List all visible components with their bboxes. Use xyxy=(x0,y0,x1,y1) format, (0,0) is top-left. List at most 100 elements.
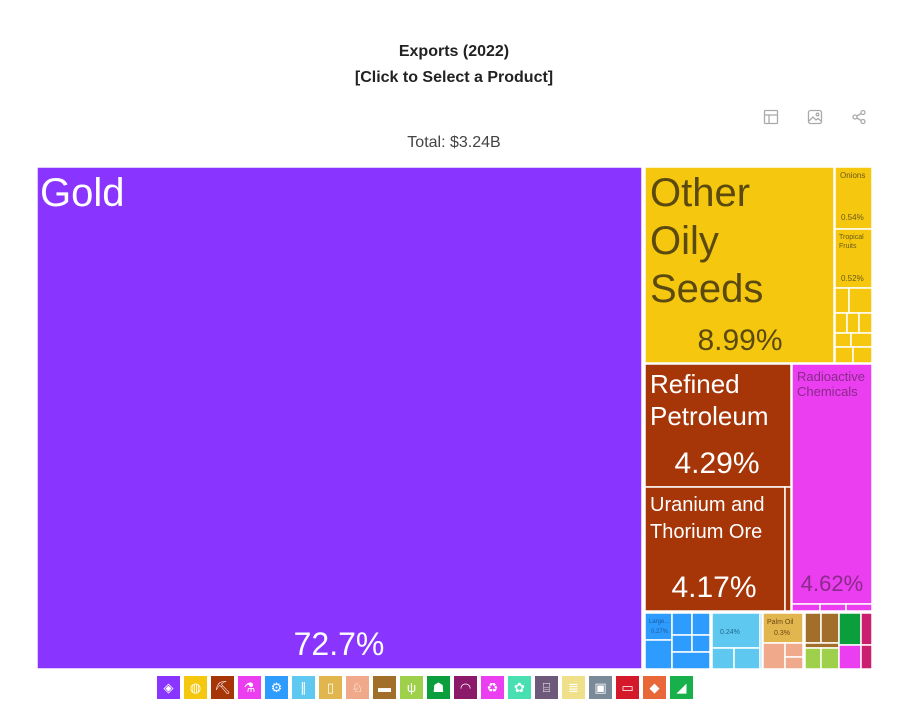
tile-machines-small[interactable] xyxy=(671,651,711,670)
tile-large-machines[interactable] xyxy=(644,612,673,641)
tile-transport-small[interactable] xyxy=(759,612,763,670)
legend-animal-hides[interactable]: ✿ xyxy=(508,676,531,699)
tile-label-tropical-fruits-line-2: Fruits xyxy=(839,243,857,250)
tile-tropical-fruits[interactable] xyxy=(834,228,873,289)
tile-gold[interactable] xyxy=(36,166,643,670)
tile-label-refined-petroleum-line-2: Petroleum xyxy=(650,401,769,431)
legend-transport[interactable]: ∥ xyxy=(292,676,315,699)
tile-transport-small[interactable] xyxy=(733,647,761,670)
tile-other-small[interactable] xyxy=(804,647,822,670)
tile-animal-products[interactable] xyxy=(762,642,786,670)
tile-animal-products[interactable] xyxy=(784,642,804,658)
animal-icon: ♘ xyxy=(351,679,364,695)
tile-other-small[interactable] xyxy=(804,612,822,644)
tile-vegetable-small[interactable] xyxy=(858,312,873,334)
shirt-icon: ☗ xyxy=(432,679,445,695)
tile-machines-small[interactable] xyxy=(671,612,693,636)
tile-label-radioactive-chemicals-line-1: Radioactive xyxy=(797,369,865,384)
tile-chemical-small[interactable] xyxy=(819,603,847,612)
legend-metals[interactable]: ▬ xyxy=(373,676,396,699)
tile-share-other-oily-seeds: 8.99% xyxy=(697,324,782,357)
tile-machines-small[interactable] xyxy=(644,639,673,670)
tile-refined-petroleum[interactable] xyxy=(644,363,792,488)
tile-share-refined-petroleum: 4.29% xyxy=(674,447,759,480)
tile-onions[interactable] xyxy=(834,166,873,230)
tile-vegetable-small[interactable] xyxy=(846,312,860,334)
fruit-icon: ◍ xyxy=(189,679,202,695)
paper-icon: ≣ xyxy=(568,679,579,695)
legend-footwear[interactable]: ◢ xyxy=(670,676,693,699)
tile-share-transport: 0.24% xyxy=(720,629,740,636)
tile-label-uranium-thorium-ore-line-1: Uranium and xyxy=(650,494,765,516)
tile-share-onions: 0.54% xyxy=(841,213,864,222)
legend-foodstuff[interactable]: ▯ xyxy=(319,676,342,699)
tile-vegetable-small[interactable] xyxy=(834,332,852,348)
tile-vegetable-small[interactable] xyxy=(852,346,873,364)
image-download-icon[interactable] xyxy=(804,106,826,128)
tile-vegetable-small[interactable] xyxy=(834,287,850,314)
tile-label-palm-oil: Palm Oil xyxy=(767,619,794,626)
easel-icon: ⌸ xyxy=(542,679,551,695)
tile-label-large-machines: Large... xyxy=(649,619,670,625)
tile-vegetable-small[interactable] xyxy=(834,346,854,364)
wheat-icon: ψ xyxy=(406,680,417,695)
tile-mineral-small[interactable] xyxy=(784,486,792,612)
tile-vegetable-small[interactable] xyxy=(834,312,848,334)
tile-other-oily-seeds[interactable] xyxy=(644,166,835,364)
legend-vegetable-products[interactable]: ψ xyxy=(400,676,423,699)
tile-other-small[interactable] xyxy=(860,644,873,670)
legend-precious-metals[interactable]: ◈ xyxy=(157,676,180,699)
legend-animal-products[interactable]: ♘ xyxy=(346,676,369,699)
legend-miscellaneous[interactable]: ▭ xyxy=(616,676,639,699)
legend-weapons[interactable]: ▣ xyxy=(589,676,612,699)
gear-icon: ⚙ xyxy=(270,679,283,695)
legend-chemical[interactable]: ⚗ xyxy=(238,676,261,699)
tile-machines-small[interactable] xyxy=(671,634,693,653)
legend-vegetable[interactable]: ◍ xyxy=(184,676,207,699)
legend-paper-goods[interactable]: ≣ xyxy=(562,676,585,699)
tile-vegetable-small[interactable] xyxy=(848,287,873,314)
gem-icon: ◈ xyxy=(163,679,174,695)
tile-other-small[interactable] xyxy=(838,644,862,670)
hide-icon: ✿ xyxy=(514,679,525,695)
tile-chemical-small[interactable] xyxy=(845,603,873,612)
box-icon: ▣ xyxy=(594,679,607,695)
legend-textiles[interactable]: ☗ xyxy=(427,676,450,699)
tile-label-other-oily-seeds-line-2: Oily xyxy=(650,219,719,263)
legend-mineral[interactable]: ⛏ xyxy=(211,676,234,699)
legend-machines[interactable]: ⚙ xyxy=(265,676,288,699)
bottle-icon: ▯ xyxy=(326,679,335,695)
tile-other-small[interactable] xyxy=(820,612,840,644)
category-legend: ◈ ◍ ⛏ ⚗ ⚙ ∥ ▯ ♘ ▬ ψ ☗ ◠ ♻ ✿ ⌸ ≣ ▣ ▭ ◆ ◢ xyxy=(157,676,693,699)
share-icon[interactable] xyxy=(848,106,870,128)
title-line-1: Exports (2022) xyxy=(398,43,510,60)
legend-plastics[interactable]: ♻ xyxy=(481,676,504,699)
tile-share-gold: 72.7% xyxy=(294,626,385,662)
tile-transport-small[interactable] xyxy=(711,647,735,670)
table-view-icon[interactable] xyxy=(760,106,782,128)
title-line-2[interactable]: [Click to Select a Product] xyxy=(354,69,554,86)
tile-palm-oil[interactable] xyxy=(762,612,804,644)
tile-share-radioactive-chemicals: 4.62% xyxy=(801,571,863,596)
tile-label-tropical-fruits-line-1: Tropical xyxy=(839,234,864,241)
tile-label-other-oily-seeds-line-3: Seeds xyxy=(650,267,763,311)
anvil-icon: ▬ xyxy=(378,680,391,695)
tile-other-small[interactable] xyxy=(838,612,862,646)
total-label: Total: $3.24B xyxy=(407,134,501,151)
tile-transport[interactable] xyxy=(711,612,761,649)
tile-machines-small[interactable] xyxy=(691,634,711,653)
tile-chemical-small[interactable] xyxy=(791,603,821,612)
recycle-icon: ♻ xyxy=(486,679,499,695)
tile-other-small[interactable] xyxy=(860,612,873,646)
tile-animal-products[interactable] xyxy=(784,656,804,670)
legend-stone-and-glass[interactable]: ◆ xyxy=(643,676,666,699)
flask-icon: ⚗ xyxy=(243,679,256,695)
tile-radioactive-chemicals[interactable] xyxy=(791,363,873,605)
tile-machines-small[interactable] xyxy=(691,612,711,636)
tile-other-small[interactable] xyxy=(820,647,840,670)
tile-vegetable-small[interactable] xyxy=(850,332,873,348)
tile-share-uranium-thorium-ore: 4.17% xyxy=(671,571,756,604)
legend-instruments[interactable]: ◠ xyxy=(454,676,477,699)
legend-wood-products[interactable]: ⌸ xyxy=(535,676,558,699)
